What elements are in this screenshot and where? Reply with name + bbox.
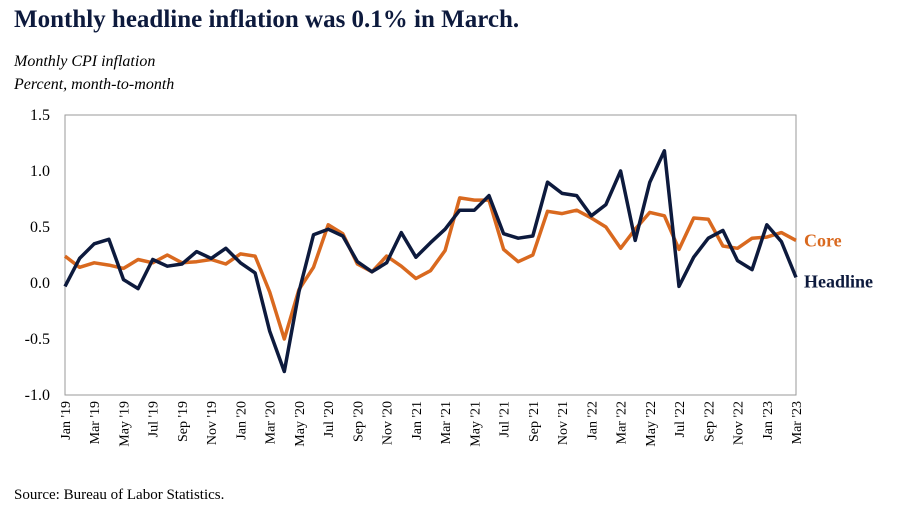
y-tick-label: 0.5	[30, 219, 50, 236]
source-note: Source: Bureau of Labor Statistics.	[14, 487, 225, 503]
x-tick-label: Mar '22	[615, 401, 630, 444]
x-tick-label: Sep '19	[176, 401, 191, 442]
x-tick-label: Jul '20	[322, 401, 337, 437]
x-tick-label: May '19	[117, 401, 132, 447]
y-tick-label: -1.0	[25, 387, 50, 404]
chart-title: Monthly headline inflation was 0.1% in M…	[14, 6, 520, 33]
x-tick-label: Nov '21	[556, 401, 571, 445]
y-tick-label: -0.5	[25, 331, 50, 348]
headline-series-line	[63, 149, 798, 374]
x-tick-label: May '20	[293, 401, 308, 447]
x-tick-label: Jul '21	[498, 401, 513, 437]
y-axis: 1.5 1.0 0.5 0.0 -0.5 -1.0	[25, 107, 50, 404]
series-lines	[63, 149, 798, 374]
x-tick-label: Jan '23	[761, 401, 776, 440]
x-tick-label: Jul '19	[147, 401, 162, 437]
x-tick-label: Mar '21	[439, 401, 454, 444]
series-labels: Headline Core	[804, 230, 873, 291]
x-tick-label: May '22	[644, 401, 659, 447]
x-tick-label: Mar '20	[264, 401, 279, 444]
plot-area	[64, 114, 797, 396]
x-tick-label: Sep '20	[351, 401, 366, 442]
x-tick-label: Mar '23	[790, 401, 805, 444]
x-tick-label: Mar '19	[88, 401, 103, 444]
x-tick-label: Sep '21	[527, 401, 542, 442]
chart-subtitle: Monthly CPI inflation	[14, 53, 156, 70]
x-tick-label: Jan '22	[585, 401, 600, 440]
x-axis: Jan '19 Mar '19 May '19 Jul '19 Sep '19 Nov '…	[59, 401, 805, 447]
y-tick-label: 0.0	[30, 275, 50, 292]
x-tick-label: Nov '22	[732, 401, 747, 445]
x-tick-label: Jul '22	[673, 401, 688, 437]
core-series-label: Core	[804, 230, 842, 250]
x-tick-label: Jan '20	[234, 401, 249, 440]
x-tick-label: May '21	[468, 401, 483, 447]
x-tick-label: Nov '19	[205, 401, 220, 445]
x-tick-label: Jan '21	[410, 401, 425, 440]
x-tick-label: Nov '20	[381, 401, 396, 445]
x-tick-label: Jan '19	[59, 401, 74, 440]
chart-units: Percent, month-to-month	[14, 76, 175, 93]
x-tick-label: Sep '22	[702, 401, 717, 442]
y-tick-label: 1.0	[30, 163, 50, 180]
y-tick-label: 1.5	[30, 107, 50, 124]
headline-series-label: Headline	[804, 271, 873, 291]
